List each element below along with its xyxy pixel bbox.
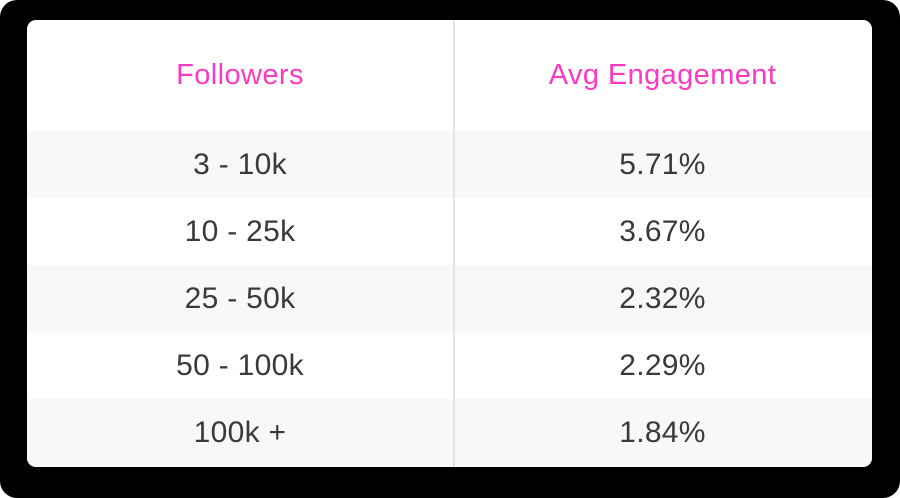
- followers-cell: 25 - 50k: [184, 281, 296, 315]
- column-header-avg-engagement: Avg Engagement: [548, 59, 777, 91]
- table-row: 3 - 10k 5.71%: [27, 131, 872, 198]
- engagement-cell: 2.29%: [619, 348, 706, 382]
- engagement-cell: 2.32%: [619, 281, 706, 315]
- table-row: 10 - 25k 3.67%: [27, 198, 872, 265]
- column-header-followers: Followers: [176, 59, 304, 91]
- table-body: 3 - 10k 5.71% 10 - 25k 3.67% 25 - 50k 2.…: [27, 131, 872, 466]
- followers-cell: 50 - 100k: [176, 348, 304, 382]
- engagement-cell: 5.71%: [619, 147, 706, 181]
- engagement-table-card: Followers Avg Engagement 3 - 10k 5.71% 1…: [27, 20, 872, 467]
- engagement-cell: 3.67%: [619, 214, 706, 248]
- followers-cell: 10 - 25k: [184, 214, 296, 248]
- table-row: 25 - 50k 2.32%: [27, 265, 872, 332]
- table-row: 100k + 1.84%: [27, 399, 872, 466]
- followers-cell: 100k +: [193, 415, 287, 449]
- followers-cell: 3 - 10k: [193, 147, 287, 181]
- table-row: 50 - 100k 2.29%: [27, 332, 872, 399]
- engagement-cell: 1.84%: [619, 415, 706, 449]
- column-divider: [453, 20, 455, 467]
- table-header-row: Followers Avg Engagement: [27, 20, 872, 131]
